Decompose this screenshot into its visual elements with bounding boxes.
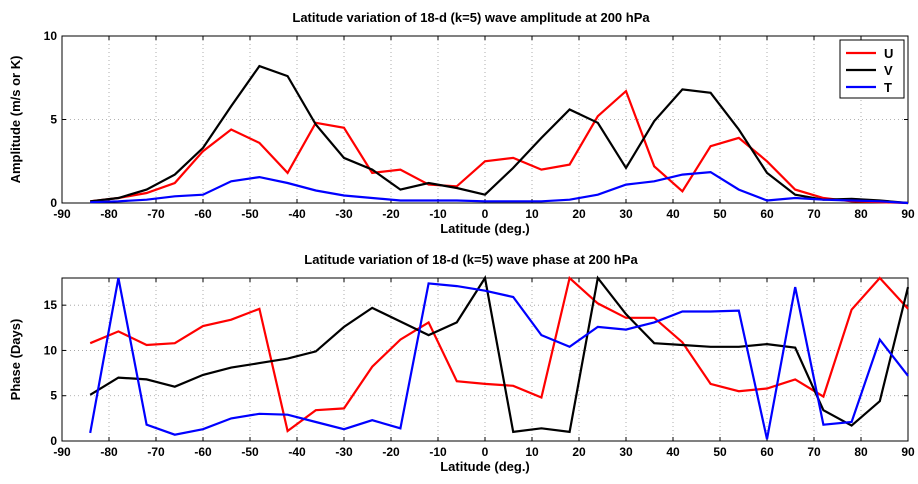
x-tick-label: 10 <box>525 445 539 459</box>
x-tick-label: -10 <box>429 207 447 221</box>
x-tick-label: -20 <box>382 445 400 459</box>
y-tick-label: 5 <box>50 113 57 127</box>
x-tick-label: -80 <box>100 445 118 459</box>
amplitude-legend: UVT <box>839 39 905 99</box>
amplitude-chart: Latitude variation of 18-d (k=5) wave am… <box>8 10 915 236</box>
series-line-v <box>90 64 909 205</box>
x-tick-label: 50 <box>713 445 727 459</box>
x-tick-label: 20 <box>572 445 586 459</box>
phase-series <box>89 275 910 440</box>
x-tick-label: 70 <box>807 207 821 221</box>
series-line-u <box>89 275 909 433</box>
x-tick-label: 70 <box>807 445 821 459</box>
y-tick-label: 5 <box>50 389 57 403</box>
legend-label-t: T <box>884 80 892 95</box>
x-tick-label: -50 <box>241 207 259 221</box>
phase-y-ticks: 0 5 10 15 <box>44 298 908 448</box>
x-tick-label: -60 <box>194 207 212 221</box>
x-tick-label: -70 <box>147 207 165 221</box>
legend-label-u: U <box>884 46 893 61</box>
x-tick-label: 50 <box>713 207 727 221</box>
phase-chart: Latitude variation of 18-d (k=5) wave ph… <box>8 252 915 474</box>
x-tick-label: 90 <box>901 445 915 459</box>
phase-chart-title: Latitude variation of 18-d (k=5) wave ph… <box>304 252 638 267</box>
amplitude-chart-title: Latitude variation of 18-d (k=5) wave am… <box>292 10 650 25</box>
x-tick-label: 60 <box>760 445 774 459</box>
x-tick-label: 30 <box>619 207 633 221</box>
x-tick-label: 90 <box>901 207 915 221</box>
x-tick-label: 0 <box>482 445 489 459</box>
y-tick-label: 0 <box>50 196 57 210</box>
series-line-t <box>90 170 909 205</box>
x-tick-label: -30 <box>335 207 353 221</box>
y-tick-label: 10 <box>44 343 58 357</box>
x-tick-label: -70 <box>147 445 165 459</box>
phase-x-axis-label: Latitude (deg.) <box>440 459 530 474</box>
x-tick-label: -30 <box>335 445 353 459</box>
phase-grid <box>62 278 908 441</box>
x-tick-label: -90 <box>53 207 71 221</box>
amplitude-grid <box>62 36 908 203</box>
amplitude-x-ticks: -90 -80 -70 -60 -50 -40 -30 -20 -10 0 10 20 30 40 50 60… <box>53 36 915 221</box>
phase-x-ticks: -90 -80 -70 -60 -50 -40 -30 -20 -10 0 10 20 30 40 50 60… <box>53 278 915 459</box>
x-tick-label: 30 <box>619 445 633 459</box>
x-tick-label: 40 <box>666 207 680 221</box>
x-tick-label: -60 <box>194 445 212 459</box>
x-tick-label: 40 <box>666 445 680 459</box>
y-tick-label: 10 <box>44 29 58 43</box>
y-tick-label: 0 <box>50 434 57 448</box>
series-line-t <box>89 277 909 440</box>
amplitude-series <box>90 64 909 205</box>
series-line-v <box>89 275 910 434</box>
amplitude-y-ticks: 0 5 10 <box>44 29 908 210</box>
x-tick-label: 80 <box>854 445 868 459</box>
x-tick-label: -90 <box>53 445 71 459</box>
amplitude-y-axis-label: Amplitude (m/s or K) <box>8 56 23 184</box>
x-tick-label: -80 <box>100 207 118 221</box>
x-tick-label: 20 <box>572 207 586 221</box>
x-tick-label: -40 <box>288 207 306 221</box>
y-tick-label: 15 <box>44 298 58 312</box>
x-tick-label: -20 <box>382 207 400 221</box>
x-tick-label: 60 <box>760 207 774 221</box>
x-tick-label: 0 <box>482 207 489 221</box>
x-tick-label: -50 <box>241 445 259 459</box>
x-tick-label: 80 <box>854 207 868 221</box>
x-tick-label: -10 <box>429 445 447 459</box>
phase-y-axis-label: Phase (Days) <box>8 319 23 401</box>
x-tick-label: 10 <box>525 207 539 221</box>
legend-label-v: V <box>884 63 893 78</box>
series-line-u <box>90 89 909 205</box>
amplitude-x-axis-label: Latitude (deg.) <box>440 221 530 236</box>
x-tick-label: -40 <box>288 445 306 459</box>
